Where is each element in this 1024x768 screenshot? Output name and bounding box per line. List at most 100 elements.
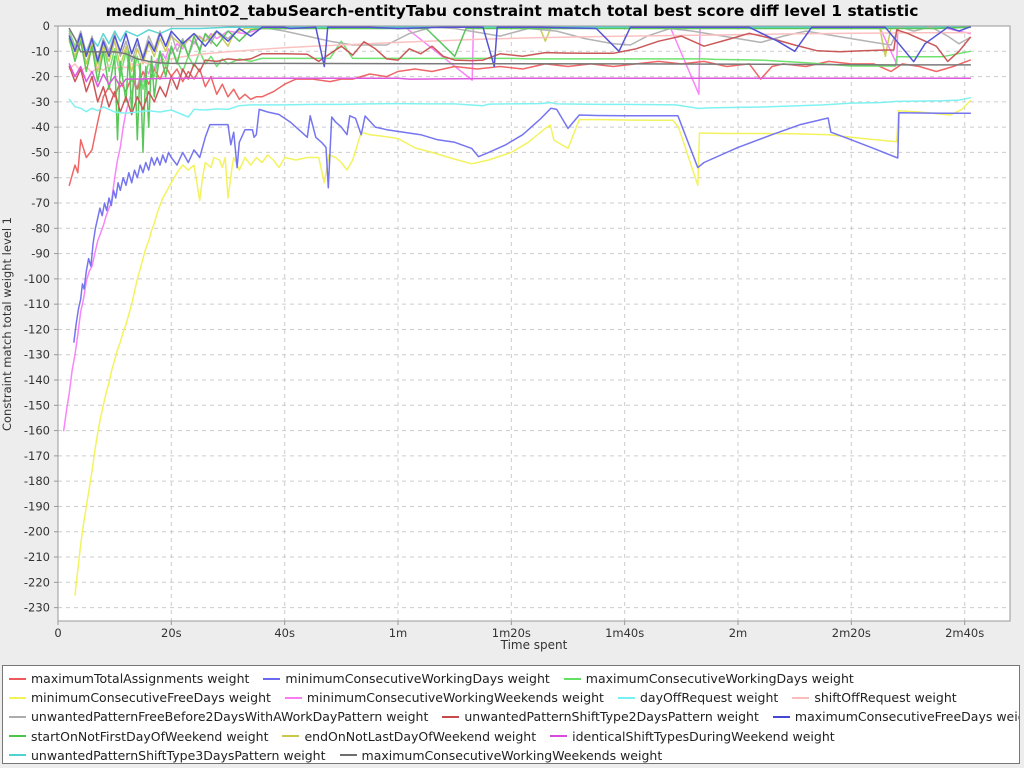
x-axis-title: Time spent: [500, 638, 568, 652]
legend-swatch-icon: [9, 735, 26, 738]
y-tick-label: -20: [31, 70, 50, 84]
series-line-dayOffRequest-weight: [68, 97, 972, 118]
y-tick-label: -30: [31, 95, 50, 109]
series-line-maximumConsecutiveWorkingWeekends-weight: [68, 27, 972, 66]
legend-item: minimumConsecutiveFreeDays weight: [9, 688, 271, 707]
y-tick-label: -50: [31, 145, 50, 159]
legend-swatch-icon: [550, 735, 568, 738]
legend-label: maximumConsecutiveFreeDays weight: [794, 709, 1020, 725]
y-tick-label: -110: [24, 297, 50, 311]
legend-swatch-icon: [563, 677, 581, 680]
legend: maximumTotalAssignments weight minimumCon…: [2, 665, 1020, 764]
plot-border: [57, 25, 1011, 622]
chart-title: medium_hint02_tabuSearch-entityTabu cons…: [105, 2, 919, 20]
y-tick-label: -150: [24, 398, 50, 412]
legend-swatch-icon: [9, 715, 26, 718]
y-tick-label: -210: [24, 550, 50, 564]
legend-row: startOnNotFirstDayOfWeekend weight endOnN…: [9, 726, 1019, 745]
legend-label: unwantedPatternShiftType3DaysPattern wei…: [31, 747, 326, 763]
x-tick-label: 40s: [274, 626, 295, 640]
series-lines: [62, 26, 972, 596]
y-tick-label: 0: [43, 19, 50, 33]
legend-label: unwantedPatternShiftType2DaysPattern wei…: [464, 709, 759, 725]
legend-item: unwantedPatternShiftType3DaysPattern wei…: [9, 746, 326, 763]
y-tick-label: -70: [31, 196, 50, 210]
y-tick-label: -60: [31, 171, 50, 185]
legend-item: maximumConsecutiveWorkingDays weight: [563, 669, 854, 688]
y-tick-label: -90: [31, 247, 50, 261]
series-line-maximumConsecutiveFreeDays-weight: [68, 26, 972, 68]
legend-label: identicalShiftTypesDuringWeekend weight: [572, 728, 835, 744]
legend-label: shiftOffRequest weight: [814, 690, 957, 706]
legend-label: minimumConsecutiveWorkingWeekends weight: [306, 690, 604, 706]
x-tick-label: 0: [54, 626, 61, 640]
legend-label: maximumConsecutiveWorkingDays weight: [585, 671, 854, 686]
legend-swatch-icon: [9, 677, 26, 680]
legend-item: maximumTotalAssignments weight: [9, 669, 249, 688]
legend-item: startOnNotFirstDayOfWeekend weight: [9, 727, 268, 746]
legend-row: unwantedPatternShiftType3DaysPattern wei…: [9, 745, 1019, 763]
y-tick-label: -40: [31, 120, 50, 134]
x-tick-label: 1m20s: [492, 626, 531, 640]
y-tick-label: -220: [24, 575, 50, 589]
legend-item: unwantedPatternFreeBefore2DaysWithAWorkD…: [9, 707, 428, 726]
y-tick-label: -160: [24, 424, 50, 438]
gridlines: [58, 26, 1010, 621]
legend-swatch-icon: [9, 754, 26, 757]
y-tick-label: -10: [31, 44, 50, 58]
legend-label: maximumTotalAssignments weight: [31, 671, 250, 686]
y-tick-label: -140: [24, 373, 50, 387]
legend-label: minimumConsecutiveFreeDays weight: [31, 690, 271, 706]
legend-label: unwantedPatternFreeBefore2DaysWithAWorkD…: [31, 709, 429, 725]
legend-label: endOnNotLastDayOfWeekend weight: [304, 728, 537, 744]
legend-swatch-icon: [617, 696, 635, 699]
y-tick-label: -200: [24, 525, 50, 539]
legend-swatch-icon: [442, 715, 460, 718]
legend-swatch-icon: [339, 754, 357, 757]
legend-swatch-icon: [772, 715, 790, 718]
legend-row: unwantedPatternFreeBefore2DaysWithAWorkD…: [9, 706, 1019, 725]
legend-label: minimumConsecutiveWorkingDays weight: [285, 671, 550, 686]
legend-item: identicalShiftTypesDuringWeekend weight: [550, 727, 835, 746]
y-tick-label: -190: [24, 499, 50, 513]
series-line-minimumConsecutiveWorkingDays-weight: [73, 107, 972, 343]
legend-item: maximumConsecutiveWorkingWeekends weight: [339, 746, 663, 763]
legend-row: maximumTotalAssignments weight minimumCon…: [9, 668, 1019, 687]
y-tick-label: -130: [24, 348, 50, 362]
legend-item: minimumConsecutiveWorkingDays weight: [263, 669, 550, 688]
y-axis-title: Constraint match total weight level 1: [0, 217, 14, 432]
y-tick-label: -170: [24, 449, 50, 463]
y-tick-label: -120: [24, 322, 50, 336]
x-tick-label: 2m: [729, 626, 748, 640]
y-tick-label: -80: [31, 221, 50, 235]
series-line-shiftOffRequest-weight: [68, 31, 972, 74]
legend-item: maximumConsecutiveFreeDays weight: [772, 707, 1020, 726]
legend-item: endOnNotLastDayOfWeekend weight: [282, 727, 536, 746]
legend-swatch-icon: [792, 696, 810, 699]
legend-label: startOnNotFirstDayOfWeekend weight: [31, 728, 269, 744]
series-line-unwantedPatternShiftType2DaysPattern-weight: [68, 29, 972, 116]
legend-item: shiftOffRequest weight: [792, 688, 957, 707]
x-tick-label: 1m40s: [605, 626, 644, 640]
plot-svg: 0 -10 -20 -30 -40 -50 -60 -70 -80 -90 -100 -110 -120…: [24, 19, 1011, 640]
y-tick-label: -230: [24, 601, 50, 615]
x-tick-label: 2m40s: [945, 626, 984, 640]
series-line-minimumConsecutiveFreeDays-weight: [74, 99, 972, 596]
legend-label: maximumConsecutiveWorkingWeekends weight: [361, 747, 663, 763]
x-tick-label: 2m20s: [832, 626, 871, 640]
legend-row: minimumConsecutiveFreeDays weight minimum…: [9, 687, 1019, 706]
legend-item: unwantedPatternShiftType2DaysPattern wei…: [442, 707, 759, 726]
legend-item: dayOffRequest weight: [617, 688, 779, 707]
legend-swatch-icon: [263, 677, 281, 680]
tick-labels: 0 -10 -20 -30 -40 -50 -60 -70 -80 -90 -100 -110 -120…: [24, 19, 984, 640]
y-tick-label: -100: [24, 272, 50, 286]
legend-item: minimumConsecutiveWorkingWeekends weight: [284, 688, 604, 707]
legend-swatch-icon: [282, 735, 300, 738]
x-tick-label: 20s: [161, 626, 182, 640]
x-tick-label: 1m: [389, 626, 408, 640]
y-tick-label: -180: [24, 474, 50, 488]
legend-label: dayOffRequest weight: [639, 690, 779, 706]
legend-swatch-icon: [9, 696, 26, 699]
legend-swatch-icon: [284, 696, 302, 699]
